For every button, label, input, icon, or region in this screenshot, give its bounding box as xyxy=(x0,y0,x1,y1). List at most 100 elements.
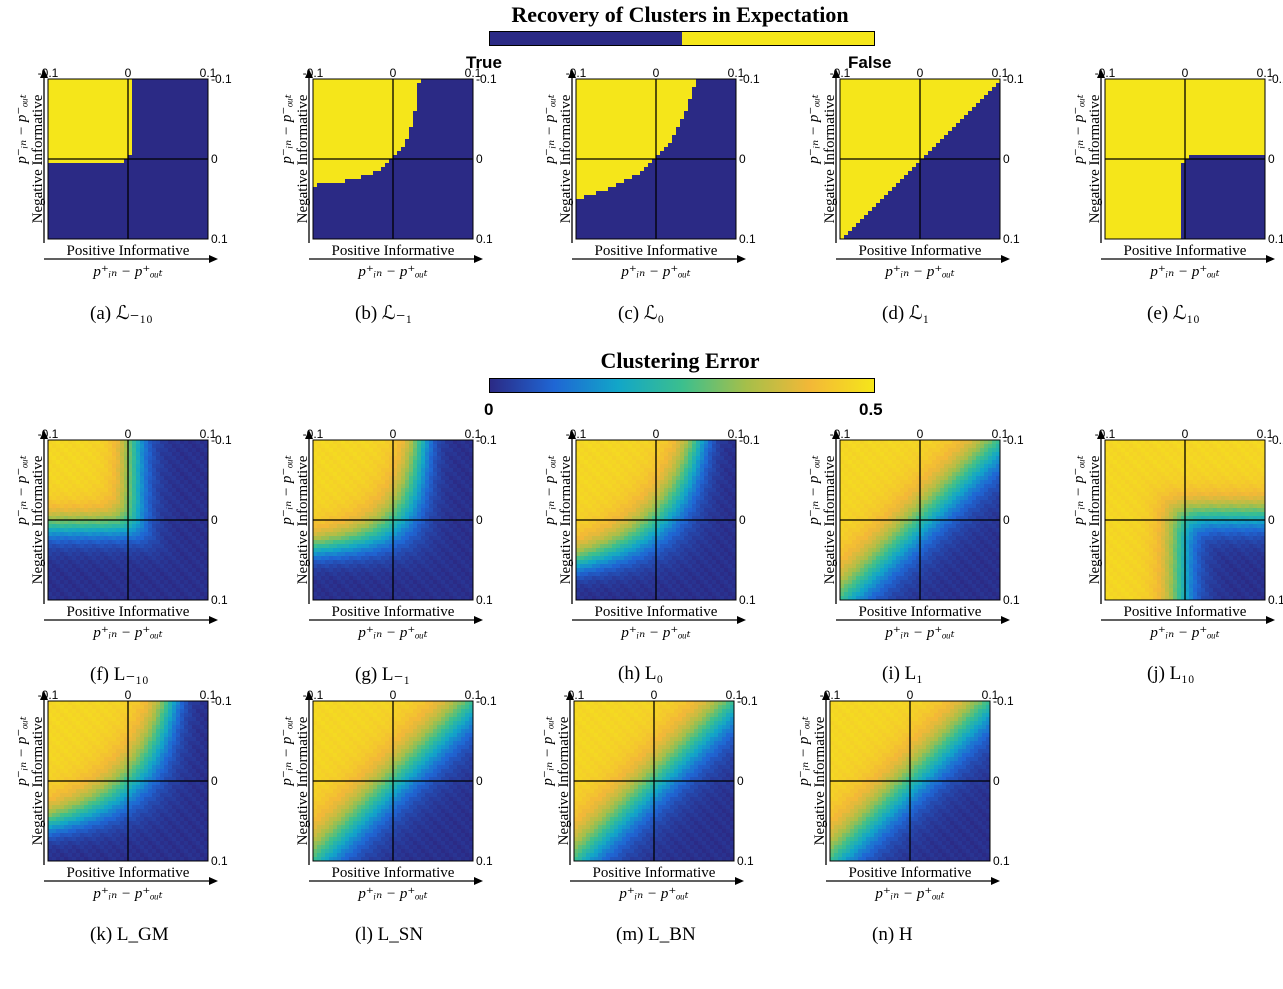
heatmap-cell xyxy=(413,215,418,220)
heatmap-cell xyxy=(620,183,625,188)
heatmap-cell xyxy=(329,103,334,108)
heatmap-cell xyxy=(433,199,438,204)
heatmap-cell xyxy=(84,171,89,176)
heatmap-cell xyxy=(437,231,442,236)
heatmap-cell xyxy=(349,159,354,164)
heatmap-cell xyxy=(668,195,673,200)
heatmap-cell xyxy=(405,111,410,116)
heatmap-cell xyxy=(313,163,318,168)
heatmap-cell xyxy=(433,207,438,212)
heatmap-cell xyxy=(576,223,581,228)
heatmap-cell xyxy=(337,219,342,224)
heatmap-cell xyxy=(724,227,729,232)
heatmap-cell xyxy=(636,107,641,112)
heatmap-cell xyxy=(600,87,605,92)
heatmap-cell xyxy=(200,223,205,228)
heatmap-cell xyxy=(393,191,398,196)
heatmap-cell xyxy=(441,167,446,172)
heatmap-cell xyxy=(140,107,145,112)
heatmap-cell xyxy=(381,143,386,148)
heatmap-cell xyxy=(132,171,137,176)
heatmap-cell xyxy=(588,143,593,148)
heatmap-cell xyxy=(88,127,93,132)
heatmap-cell xyxy=(648,183,653,188)
heatmap-cell xyxy=(48,135,53,140)
heatmap-cell xyxy=(676,211,681,216)
heatmap-cell xyxy=(724,103,729,108)
heatmap-cell xyxy=(413,187,418,192)
heatmap-cell xyxy=(620,123,625,128)
heatmap-cell xyxy=(132,179,137,184)
heatmap-cell xyxy=(192,99,197,104)
heatmap-cell xyxy=(196,135,201,140)
heatmap-cell xyxy=(172,175,177,180)
heatmap-cell xyxy=(700,79,705,84)
heatmap-cell xyxy=(449,111,454,116)
heatmap-cell xyxy=(640,99,645,104)
heatmap-cell xyxy=(353,219,358,224)
heatmap-cell xyxy=(361,135,366,140)
heatmap-cell xyxy=(345,219,350,224)
heatmap-cell xyxy=(353,207,358,212)
error-colorbar-max: 0.5 xyxy=(859,400,883,420)
heatmap-cell xyxy=(616,115,621,120)
heatmap-cell xyxy=(413,147,418,152)
heatmap-cell xyxy=(720,147,725,152)
heatmap-cell xyxy=(176,123,181,128)
heatmap-cell xyxy=(596,83,601,88)
heatmap-cell xyxy=(457,127,462,132)
heatmap-cell xyxy=(688,183,693,188)
heatmap-cell xyxy=(692,91,697,96)
heatmap-cell xyxy=(433,231,438,236)
heatmap-cell xyxy=(60,79,65,84)
heatmap-cell xyxy=(684,187,689,192)
heatmap-cell xyxy=(680,183,685,188)
heatmap-cell xyxy=(192,159,197,164)
heatmap-cell xyxy=(80,91,85,96)
heatmap-cell xyxy=(381,179,386,184)
heatmap-cell xyxy=(48,199,53,204)
heatmap-cell xyxy=(397,219,402,224)
heatmap-cell xyxy=(393,111,398,116)
heatmap-cell xyxy=(353,143,358,148)
heatmap-cell xyxy=(148,199,153,204)
heatmap-cell xyxy=(160,123,165,128)
heatmap-cell xyxy=(317,111,322,116)
heatmap-cell xyxy=(349,95,354,100)
heatmap-cell xyxy=(600,135,605,140)
heatmap-cell xyxy=(421,79,426,84)
heatmap-cell xyxy=(128,119,133,124)
heatmap-cell xyxy=(136,135,141,140)
heatmap-cell xyxy=(128,139,133,144)
heatmap-cell xyxy=(164,203,169,208)
heatmap-cell xyxy=(608,219,613,224)
heatmap-cell xyxy=(592,223,597,228)
heatmap-cell xyxy=(353,91,358,96)
heatmap-cell xyxy=(381,203,386,208)
heatmap-cell xyxy=(192,179,197,184)
heatmap-cell xyxy=(353,83,358,88)
heatmap-cell xyxy=(92,203,97,208)
heatmap-cell xyxy=(612,223,617,228)
heatmap-cell xyxy=(465,95,470,100)
heatmap-cell xyxy=(728,199,733,204)
heatmap-cell xyxy=(196,215,201,220)
heatmap-cell xyxy=(672,171,677,176)
heatmap-cell xyxy=(56,187,61,192)
heatmap-cell xyxy=(168,203,173,208)
heatmap-cell xyxy=(172,223,177,228)
heatmap-cell xyxy=(680,143,685,148)
heatmap-cell xyxy=(140,123,145,128)
heatmap-cell xyxy=(676,119,681,124)
heatmap-cell xyxy=(604,143,609,148)
heatmap-cell xyxy=(68,191,73,196)
heatmap-cell xyxy=(333,79,338,84)
heatmap-cell xyxy=(80,219,85,224)
heatmap-cell xyxy=(716,107,721,112)
heatmap-cell xyxy=(385,107,390,112)
heatmap-cell xyxy=(844,95,849,100)
heatmap-cell xyxy=(325,195,330,200)
heatmap-cell xyxy=(708,219,713,224)
heatmap-cell xyxy=(588,103,593,108)
heatmap-cell xyxy=(449,119,454,124)
